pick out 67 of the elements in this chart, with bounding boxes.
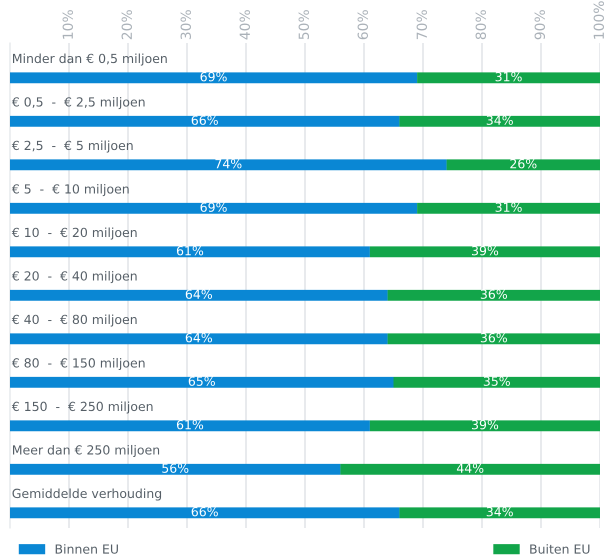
data-label: 39%: [472, 246, 498, 256]
data-label: 31%: [496, 72, 522, 82]
y-tick-label: € 5 - € 10 miljoen: [12, 184, 129, 196]
y-tick-label: € 10 - € 20 miljoen: [12, 227, 137, 240]
bar: [10, 376, 394, 388]
data-label: 69%: [200, 202, 227, 212]
bar: [417, 202, 600, 214]
bar: [388, 290, 600, 301]
bar: [340, 464, 600, 475]
x-tick-label: 50%: [298, 10, 310, 40]
bar: [10, 159, 447, 170]
bar: [399, 507, 600, 518]
x-tick-label: 30%: [180, 10, 192, 40]
x-tick-label: 40%: [240, 10, 250, 40]
data-label: 34%: [486, 506, 513, 516]
bar: [370, 420, 600, 432]
bar: [417, 72, 600, 84]
bar: [10, 290, 388, 301]
bar: [10, 333, 388, 344]
x-tick-label: 80%: [476, 10, 486, 40]
data-label: 36%: [480, 289, 507, 299]
data-label: 31%: [496, 202, 522, 212]
x-tick-label: 20%: [122, 10, 132, 40]
data-label: 66%: [192, 506, 218, 516]
data-label: 39%: [472, 420, 498, 430]
bar: [10, 507, 400, 518]
y-tick-label: Meer dan € 250 miljoen: [12, 444, 160, 458]
bar: [10, 246, 370, 258]
y-tick-label: € 80 - € 150 miljoen: [12, 358, 145, 370]
data-label: 44%: [456, 463, 484, 473]
x-tick-label: 90%: [534, 10, 546, 40]
bar: [10, 420, 370, 432]
data-label: 35%: [484, 376, 510, 386]
data-label: 65%: [188, 376, 215, 386]
bar: [10, 202, 418, 214]
bar: [370, 246, 600, 258]
data-label: 56%: [162, 463, 188, 473]
data-label: 74%: [215, 158, 242, 168]
y-tick-label: € 0,5 - € 2,5 miljoen: [12, 96, 145, 110]
x-tick-label: 100%: [594, 1, 604, 39]
data-label: 34%: [486, 115, 513, 125]
data-label: 61%: [176, 420, 204, 430]
bar: [399, 116, 600, 127]
bar: [10, 72, 418, 84]
y-tick-label: € 40 - € 80 miljoen: [12, 314, 137, 327]
bar: [388, 333, 600, 344]
data-label: 69%: [200, 72, 227, 82]
x-tick-label: 70%: [416, 10, 428, 40]
data-label: 64%: [186, 289, 212, 299]
x-tick-label: 60%: [358, 10, 368, 40]
y-tick-label: € 20 - € 40 miljoen: [12, 270, 137, 284]
bar: [446, 159, 600, 170]
legend-label: Buiten EU: [530, 544, 590, 554]
y-tick-label: € 150 - € 250 miljoen: [12, 401, 153, 414]
y-tick-label: € 2,5 - € 5 miljoen: [12, 140, 133, 153]
data-label: 64%: [186, 332, 212, 342]
y-tick-label: Minder dan € 0,5 miljoen: [12, 53, 167, 66]
bar: [10, 116, 400, 127]
data-label: 36%: [480, 332, 507, 342]
data-label: 66%: [192, 115, 218, 125]
legend-label: Binnen EU: [56, 544, 118, 554]
bar: [10, 464, 340, 475]
bar: [394, 376, 600, 388]
y-tick-label: Gemiddelde verhouding: [12, 488, 162, 501]
data-label: 26%: [510, 158, 536, 168]
x-tick-label: 10%: [62, 10, 74, 39]
data-label: 61%: [176, 246, 204, 256]
